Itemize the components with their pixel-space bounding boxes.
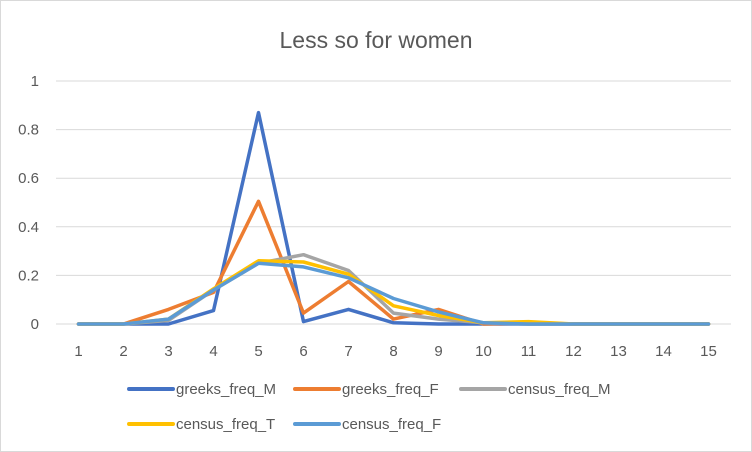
legend-label: census_freq_M <box>508 381 611 398</box>
x-tick-label: 5 <box>254 343 262 360</box>
x-tick-label: 6 <box>299 343 307 360</box>
y-axis-tick-labels: 0 0.2 0.4 0.6 0.8 1 <box>18 73 39 333</box>
series-line-census-freq-m <box>76 252 711 326</box>
legend-label: greeks_freq_M <box>176 381 276 398</box>
y-tick-label: 0 <box>31 316 39 333</box>
chart-title: Less so for women <box>279 27 472 53</box>
y-tick-label: 0.4 <box>18 219 39 236</box>
y-tick-label: 0.6 <box>18 170 39 187</box>
legend-label: greeks_freq_F <box>342 381 439 398</box>
x-tick-label: 13 <box>610 343 627 360</box>
y-tick-label: 1 <box>31 73 39 90</box>
y-tick-label: 0.8 <box>18 122 39 139</box>
legend-label: census_freq_F <box>342 416 441 433</box>
legend-label: census_freq_T <box>176 416 275 433</box>
x-tick-label: 9 <box>434 343 442 360</box>
x-tick-label: 3 <box>164 343 172 360</box>
x-tick-label: 8 <box>389 343 397 360</box>
series-line-census-freq-f <box>76 261 711 326</box>
x-tick-label: 7 <box>344 343 352 360</box>
x-tick-label: 14 <box>655 343 672 360</box>
x-tick-label: 2 <box>119 343 127 360</box>
y-tick-label: 0.2 <box>18 267 39 284</box>
x-tick-label: 1 <box>74 343 82 360</box>
gridlines <box>56 80 731 325</box>
legend: greeks_freq_M greeks_freq_F census_freq_Mc… <box>127 381 611 433</box>
x-axis-tick-labels: 1 2 3 4 5 6 7 8 9 10 11 12 13 14 15 <box>74 343 717 360</box>
x-tick-label: 15 <box>700 343 717 360</box>
x-tick-label: 10 <box>475 343 492 360</box>
x-tick-label: 11 <box>521 343 537 360</box>
series-line-greeks-freq-m <box>76 110 711 326</box>
series-lines <box>76 110 711 326</box>
x-tick-label: 4 <box>209 343 217 360</box>
x-tick-label: 12 <box>565 343 582 360</box>
